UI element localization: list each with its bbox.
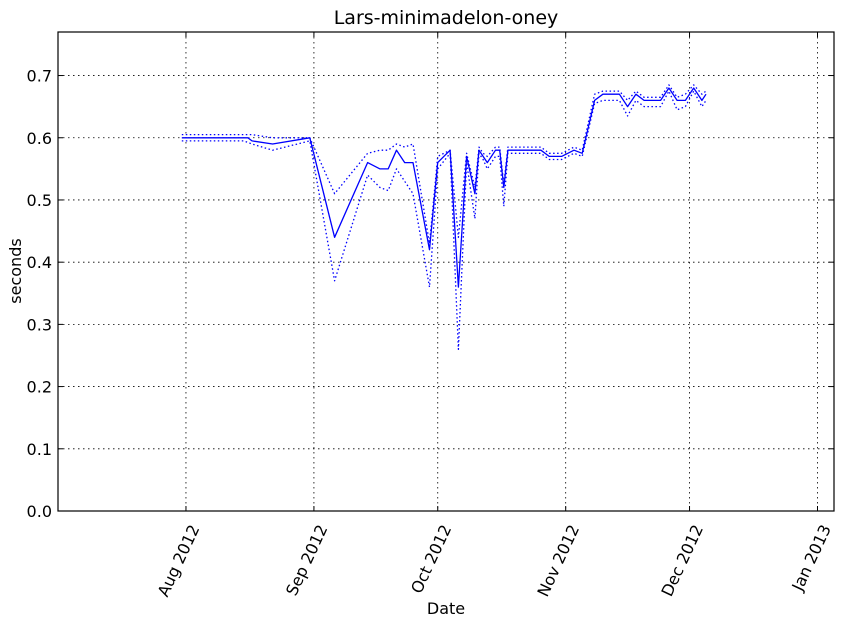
y-tick-label: 0.1 (27, 440, 52, 459)
x-axis-title: Date (427, 599, 465, 618)
y-tick-label: 0.5 (27, 191, 52, 210)
y-axis-title: seconds (6, 238, 25, 303)
series-layer (181, 84, 707, 350)
y-tick-label: 0.0 (27, 502, 52, 521)
chart-title: Lars-minimadelon-oney (334, 7, 559, 29)
y-tick-label: 0.3 (27, 315, 52, 334)
y-tick-label: 0.7 (27, 67, 52, 86)
y-tick-label: 0.6 (27, 129, 52, 148)
y-tick-label: 0.4 (27, 253, 52, 272)
plot-frame (57, 31, 835, 512)
y-tick-label: 0.2 (27, 378, 52, 397)
series-line-solid (181, 87, 707, 288)
